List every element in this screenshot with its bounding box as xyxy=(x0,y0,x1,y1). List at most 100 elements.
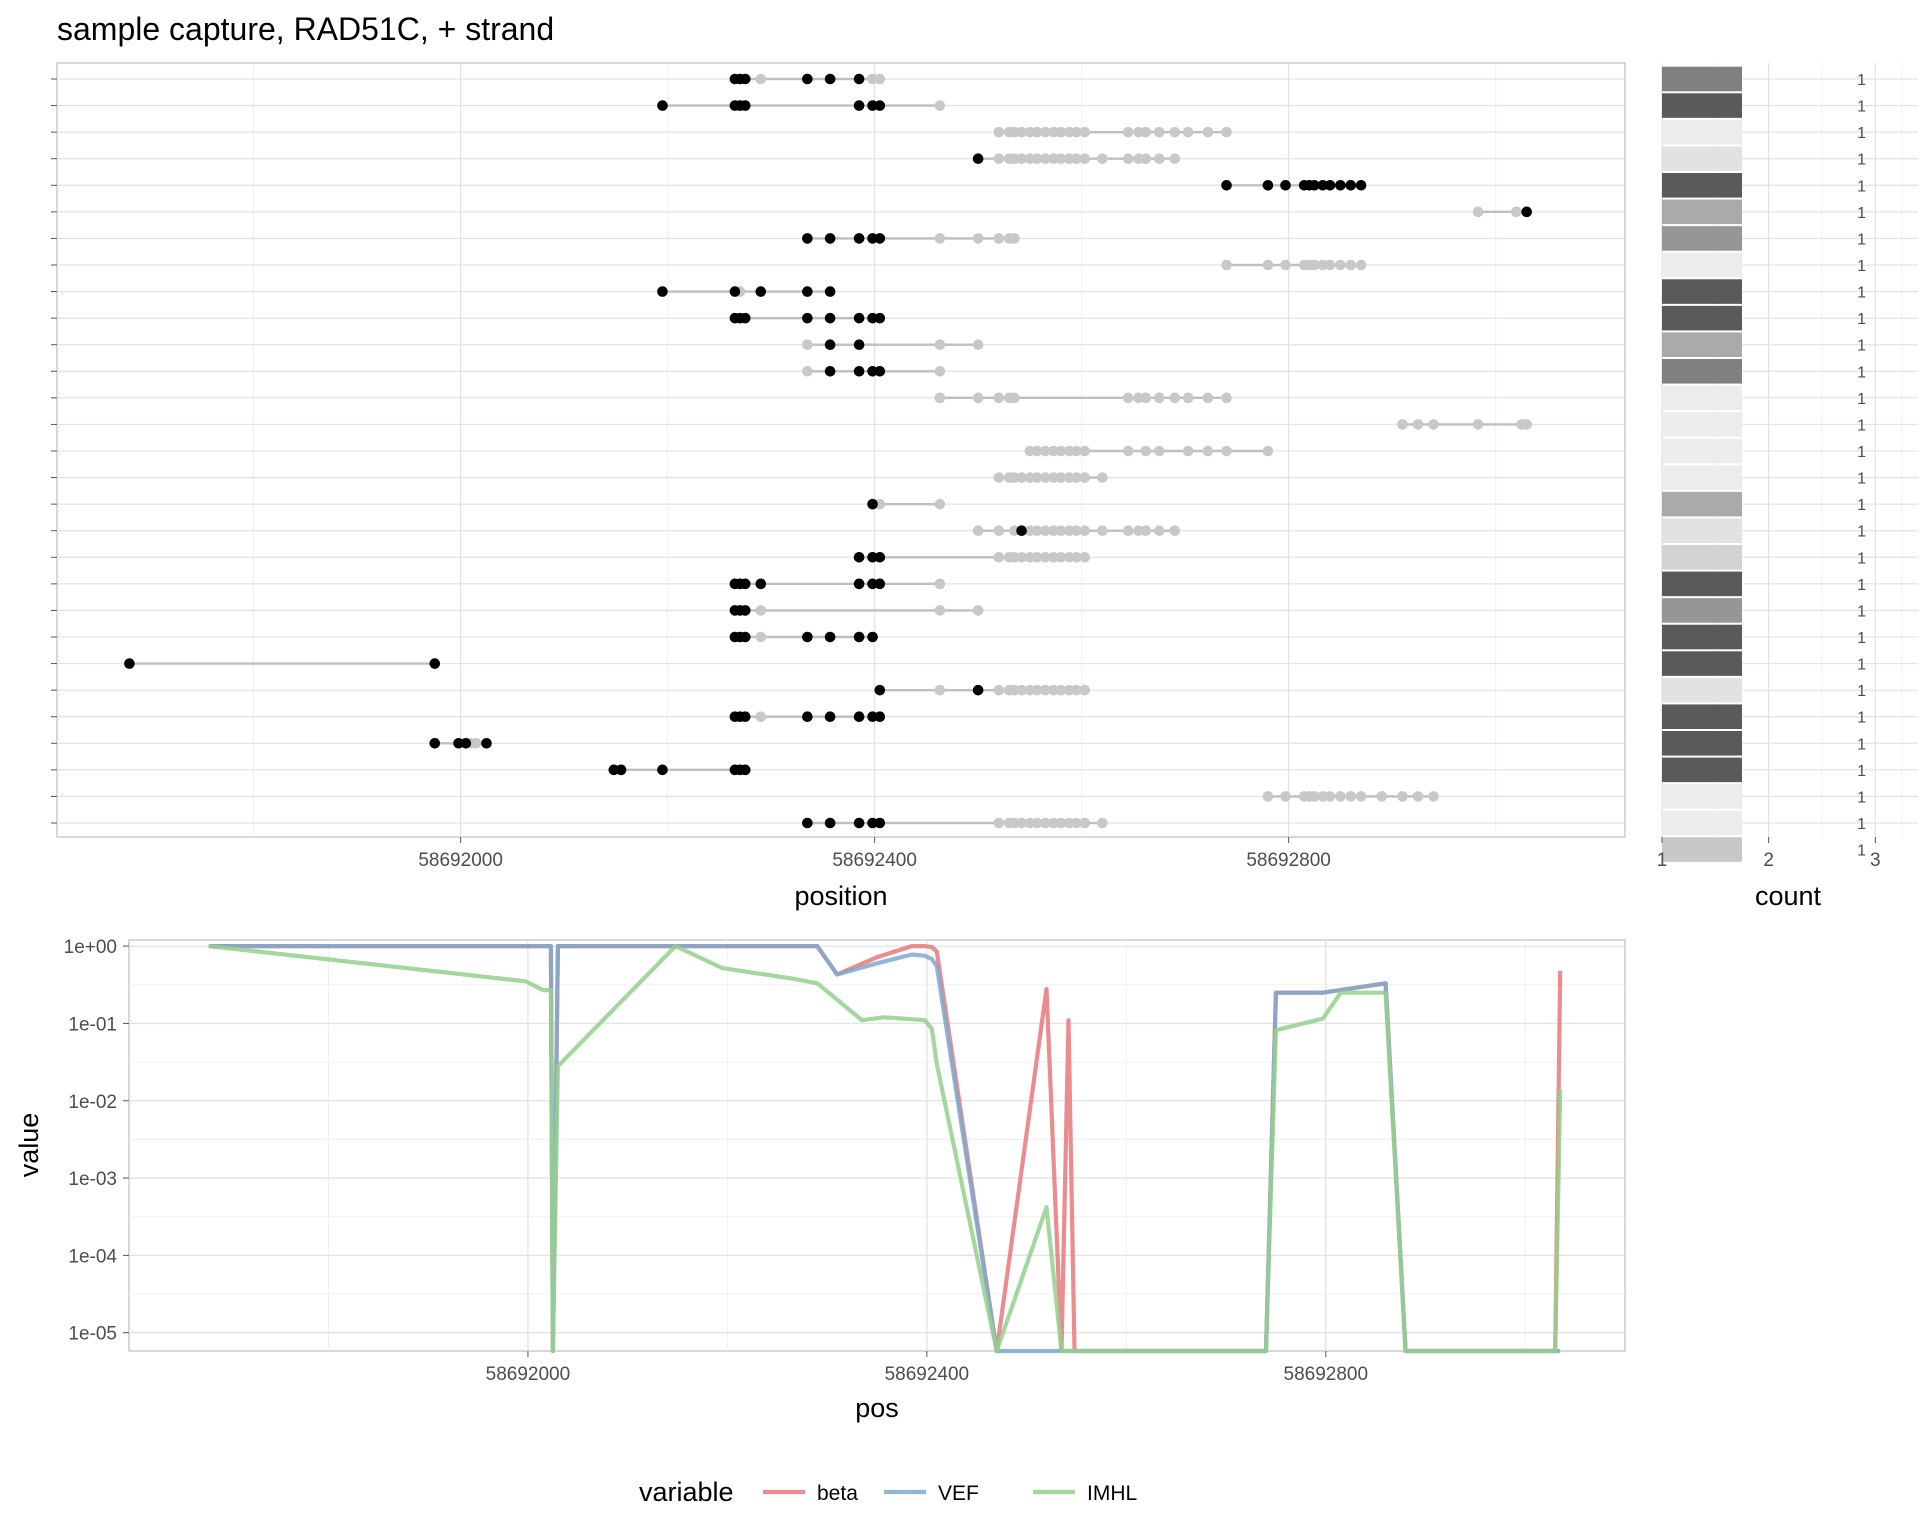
unmethylated-cpg-point xyxy=(755,73,767,85)
unmethylated-cpg-point xyxy=(1071,817,1082,829)
unmethylated-cpg-point xyxy=(1055,445,1067,457)
unmethylated-cpg-point xyxy=(1317,259,1329,271)
unmethylated-cpg-point xyxy=(1055,472,1067,483)
methylated-cpg-point xyxy=(867,578,878,590)
unmethylated-cpg-point xyxy=(1376,791,1388,802)
metrics-y-tick-label: 1e-03 xyxy=(68,1169,117,1190)
unmethylated-cpg-point xyxy=(1031,551,1043,563)
unmethylated-cpg-point xyxy=(1202,392,1214,404)
unmethylated-cpg-point xyxy=(1071,472,1082,483)
methylated-cpg-point xyxy=(824,711,836,723)
methylated-cpg-point xyxy=(824,631,836,643)
unmethylated-cpg-point xyxy=(1048,817,1059,829)
methylated-cpg-point xyxy=(1335,179,1346,191)
unmethylated-cpg-point xyxy=(993,551,1005,563)
methylated-cpg-point xyxy=(867,233,878,244)
count-label: 1 xyxy=(1857,258,1866,275)
unmethylated-cpg-point xyxy=(993,525,1005,537)
unmethylated-cpg-point xyxy=(1169,126,1181,138)
count-tile xyxy=(1662,598,1742,623)
unmethylated-cpg-point xyxy=(1009,525,1020,537)
count-label: 1 xyxy=(1857,152,1866,169)
methylated-cpg-point xyxy=(429,658,441,669)
unmethylated-cpg-point xyxy=(1048,525,1059,537)
count-tile xyxy=(1662,146,1742,171)
count-label: 1 xyxy=(1857,630,1866,647)
metrics-grid xyxy=(129,940,1625,1351)
count-label: 1 xyxy=(1857,657,1866,674)
count-tile xyxy=(1662,385,1742,411)
unmethylated-cpg-point xyxy=(1071,126,1082,138)
reads-x-axis-title: position xyxy=(794,881,887,911)
methylated-cpg-point xyxy=(867,312,878,324)
unmethylated-cpg-point xyxy=(1016,126,1027,138)
unmethylated-cpg-point xyxy=(1079,551,1091,563)
methylated-cpg-point xyxy=(867,711,878,723)
metrics-marks xyxy=(208,943,1563,1354)
methylated-cpg-point xyxy=(1262,179,1274,191)
methylated-cpg-point xyxy=(824,817,836,829)
unmethylated-cpg-point xyxy=(1024,472,1036,483)
legend-label-vef: VEF xyxy=(938,1482,979,1505)
unmethylated-cpg-point xyxy=(1335,259,1346,271)
unmethylated-cpg-point xyxy=(934,100,946,111)
methylated-cpg-point xyxy=(867,631,878,643)
count-label: 1 xyxy=(1857,736,1866,753)
unmethylated-cpg-point xyxy=(1355,259,1367,271)
metrics-y-tick-label: 1e-01 xyxy=(68,1014,117,1035)
unmethylated-cpg-point xyxy=(1009,233,1020,244)
unmethylated-cpg-point xyxy=(1063,551,1075,563)
unmethylated-cpg-point xyxy=(972,339,984,351)
unmethylated-cpg-point xyxy=(1140,445,1152,457)
unmethylated-cpg-point xyxy=(1024,445,1036,457)
unmethylated-cpg-point xyxy=(1031,153,1043,165)
count-tile xyxy=(1662,731,1742,756)
unmethylated-cpg-point xyxy=(1079,445,1091,457)
count-tile xyxy=(1662,757,1742,783)
methylated-cpg-point xyxy=(124,658,135,669)
unmethylated-cpg-point xyxy=(1048,126,1059,138)
methylated-cpg-point xyxy=(755,578,767,590)
count-tile xyxy=(1662,491,1742,517)
metrics-x-tick-label: 58692400 xyxy=(885,1364,970,1385)
unmethylated-cpg-point xyxy=(934,365,946,377)
unmethylated-cpg-point xyxy=(1428,791,1439,802)
unmethylated-cpg-point xyxy=(1140,153,1152,165)
unmethylated-cpg-point xyxy=(1031,472,1043,483)
count-x-tick-label: 1 xyxy=(1657,850,1668,871)
methylated-cpg-point xyxy=(874,711,886,723)
methylated-cpg-point xyxy=(867,551,878,563)
unmethylated-cpg-point xyxy=(1355,791,1367,802)
methylated-cpg-point xyxy=(802,312,813,324)
methylated-cpg-point xyxy=(853,631,865,643)
unmethylated-cpg-point xyxy=(1221,259,1232,271)
count-tile xyxy=(1662,279,1742,304)
methylated-cpg-point xyxy=(1221,179,1232,191)
unmethylated-cpg-point xyxy=(972,233,984,244)
count-panel: 1 1 1 1 1 1 1 1 1 1 1 1 1 1 1 1 1 1 1 1 1 1 1 1 1 1 1 1 1 1 1 2 3 count xyxy=(1657,63,1918,911)
count-label: 1 xyxy=(1857,417,1866,434)
unmethylated-cpg-point xyxy=(1024,817,1036,829)
unmethylated-cpg-point xyxy=(1262,445,1274,457)
unmethylated-cpg-point xyxy=(1009,817,1020,829)
unmethylated-cpg-point xyxy=(470,737,482,749)
methylated-cpg-point xyxy=(874,578,886,590)
unmethylated-cpg-point xyxy=(1280,791,1291,802)
unmethylated-cpg-point xyxy=(1153,126,1165,138)
series-line-vef xyxy=(208,943,1561,1354)
methylated-cpg-point xyxy=(802,233,813,244)
unmethylated-cpg-point xyxy=(1016,472,1027,483)
count-tile xyxy=(1662,465,1742,490)
unmethylated-cpg-point xyxy=(1182,392,1194,404)
unmethylated-cpg-point xyxy=(1079,817,1091,829)
unmethylated-cpg-point xyxy=(1071,445,1082,457)
unmethylated-cpg-point xyxy=(1133,126,1144,138)
count-tile xyxy=(1662,438,1742,464)
methylated-cpg-point xyxy=(1355,179,1367,191)
methylated-cpg-point xyxy=(874,365,886,377)
methylated-cpg-point xyxy=(739,764,751,776)
unmethylated-cpg-point xyxy=(1153,392,1165,404)
metrics-y-tick-label: 1e-02 xyxy=(68,1092,117,1113)
unmethylated-cpg-point xyxy=(1048,551,1059,563)
